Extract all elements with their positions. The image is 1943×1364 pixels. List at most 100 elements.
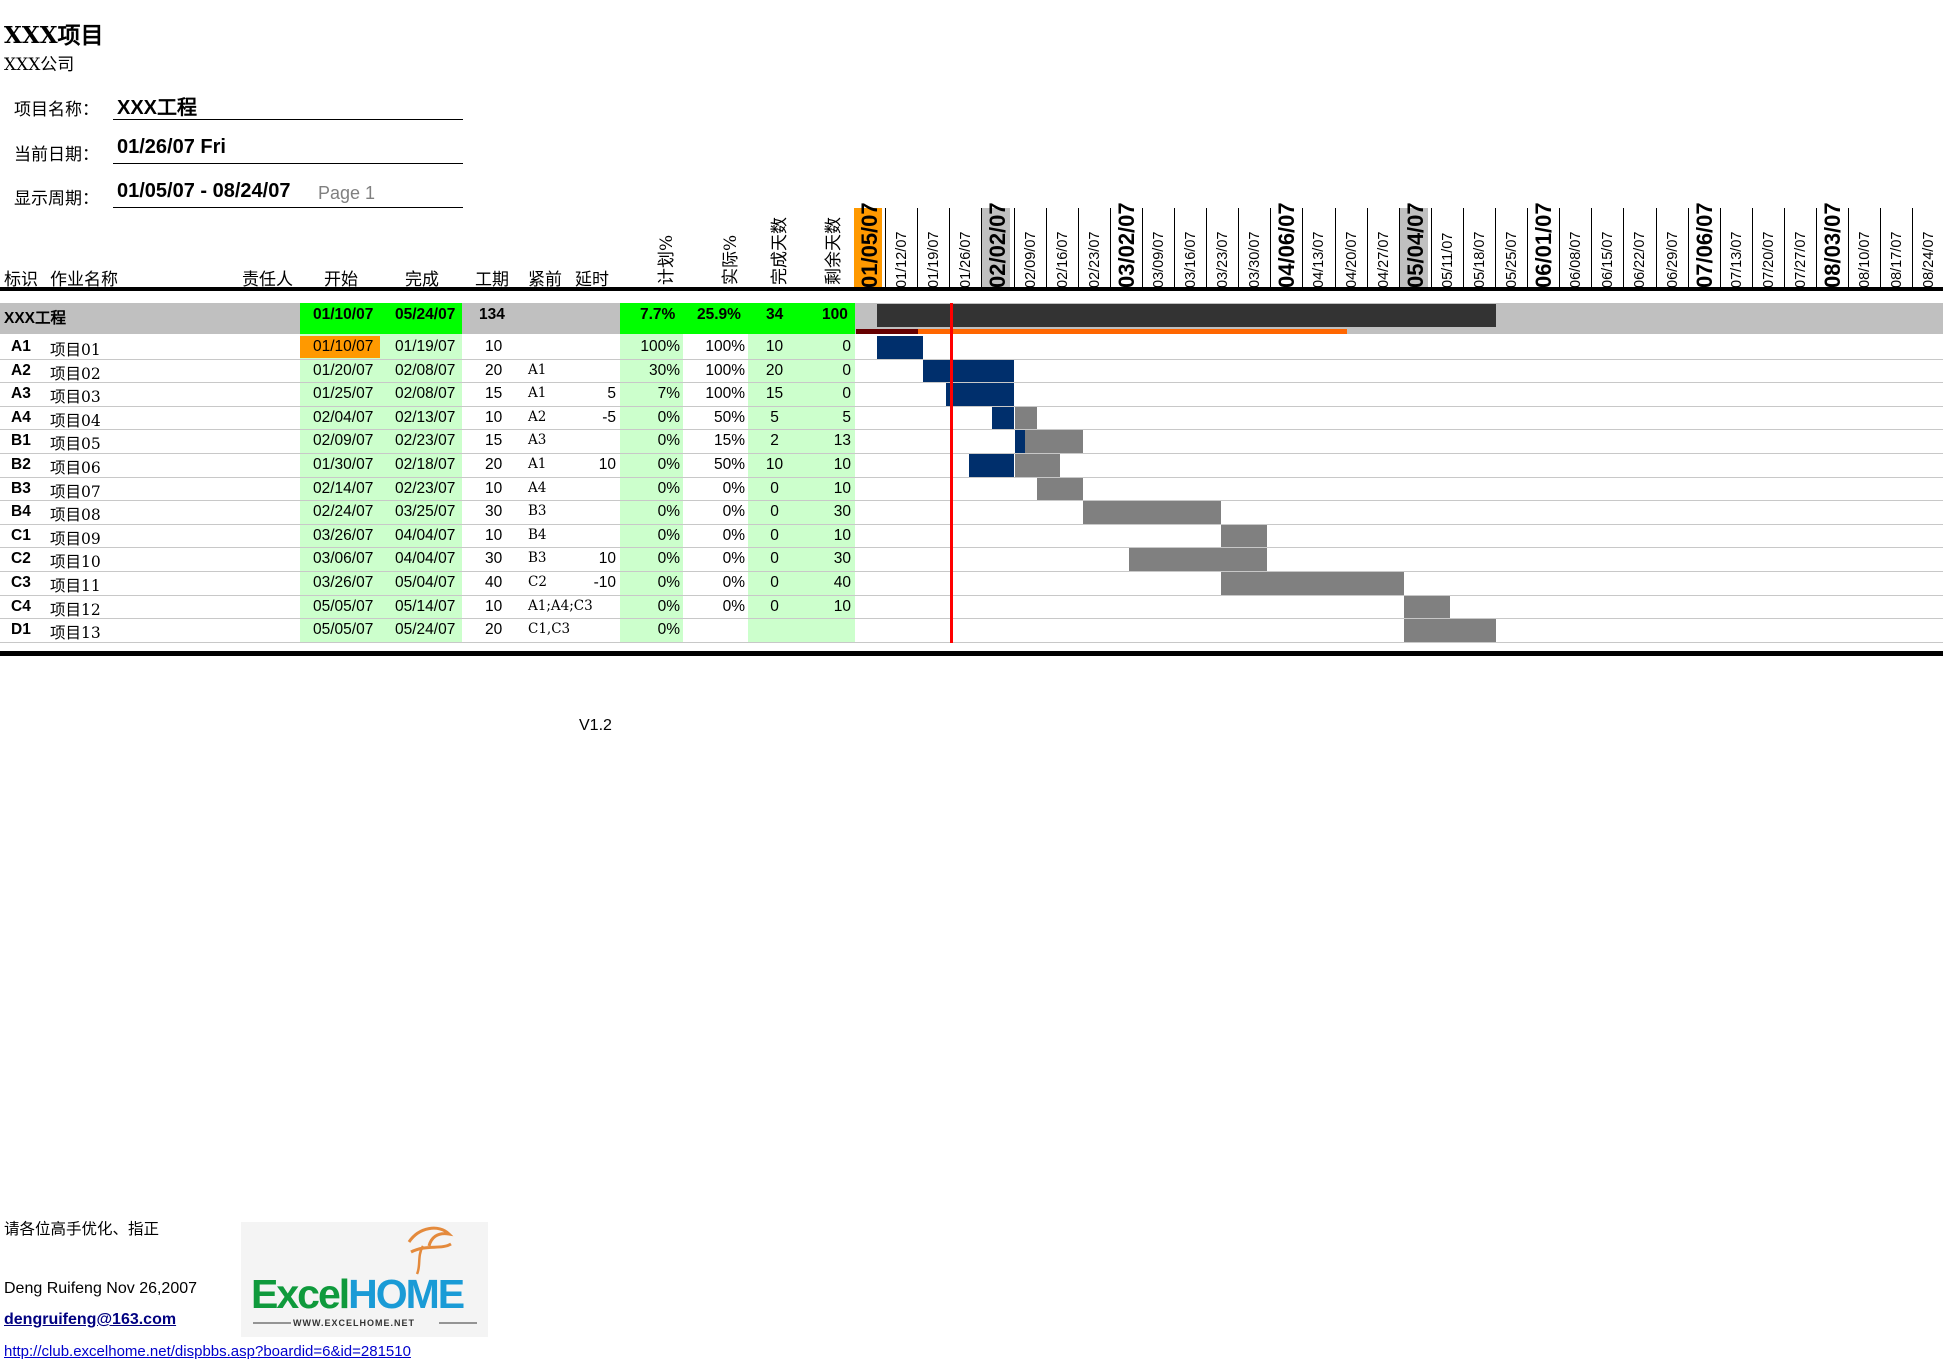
week-date-label: 03/23/07 (1215, 231, 1232, 288)
task-plan-pct: 0% (657, 503, 680, 521)
task-duration: 10 (485, 526, 503, 544)
summary-actual-pct: 25.9% (697, 306, 741, 323)
period-value[interactable]: 01/05/07 - 08/24/07 (117, 180, 291, 202)
page-indicator: Page 1 (318, 183, 376, 203)
task-start: 01/20/07 (313, 361, 374, 379)
week-divider (1719, 208, 1721, 288)
week-divider (885, 208, 887, 288)
task-duration: 20 (485, 456, 503, 473)
week-divider (1848, 208, 1850, 288)
task-remain-days: 0 (842, 385, 851, 403)
task-actual-pct: 0% (722, 574, 745, 591)
week-date-label: 04/13/07 (1311, 231, 1328, 288)
period-underline (113, 207, 463, 208)
task-finish: 04/04/07 (395, 526, 456, 544)
week-date-label: 06/01/07 (1531, 202, 1557, 288)
col-duration: 工期 (475, 270, 509, 290)
task-start: 01/25/07 (313, 385, 374, 403)
week-divider (1302, 208, 1304, 288)
table-row[interactable] (0, 619, 1943, 643)
footer-email-link[interactable]: dengruifeng@163.com (4, 1311, 177, 1328)
task-pred: C1,C3 (528, 621, 571, 638)
summary-finish: 05/24/07 (395, 306, 456, 323)
col-id: 标识 (4, 270, 38, 290)
table-row[interactable] (0, 596, 1943, 620)
summary-plan-line (855, 329, 918, 334)
task-done-days: 0 (770, 479, 779, 497)
task-actual-pct: 100% (705, 385, 745, 403)
task-done-days: 10 (765, 456, 784, 473)
week-divider (1527, 208, 1529, 288)
week-date-label: 03/16/07 (1183, 231, 1199, 288)
task-id: C3 (11, 574, 31, 591)
summary-duration: 134 (479, 306, 505, 323)
task-name: 项目06 (50, 459, 101, 477)
week-divider (1751, 208, 1753, 288)
summary-start: 01/10/07 (313, 306, 374, 323)
week-date-label: 01/26/07 (958, 231, 975, 288)
task-id: A2 (11, 361, 31, 379)
logo-subtext: WWW.EXCELHOME.NET (293, 1318, 415, 1328)
week-divider (1655, 208, 1657, 288)
company-name: XXX公司 (4, 55, 75, 75)
week-date-label: 05/11/07 (1439, 232, 1456, 288)
week-date-label: 08/17/07 (1889, 231, 1906, 288)
col-start: 开始 (324, 270, 358, 290)
task-pred: A3 (528, 432, 547, 449)
task-remain-days: 30 (833, 550, 851, 568)
task-actual-pct: 100% (705, 338, 745, 355)
task-plan-pct: 0% (657, 456, 680, 473)
gantt-remain-bar (1037, 477, 1084, 501)
table-row[interactable] (0, 430, 1943, 454)
week-date-label: 06/29/07 (1664, 231, 1681, 288)
table-row[interactable] (0, 336, 1943, 360)
task-plan-pct: 0% (657, 550, 680, 568)
task-actual-pct: 0% (722, 526, 745, 544)
week-divider (1559, 208, 1561, 288)
task-actual-pct: 0% (722, 550, 745, 568)
table-row[interactable] (0, 478, 1943, 502)
table-row[interactable] (0, 407, 1943, 431)
project-label: 项目名称： (14, 100, 99, 120)
row-divider (0, 571, 1943, 572)
task-pred: A1 (528, 456, 547, 472)
week-divider (1687, 208, 1689, 288)
col-name: 作业名称 (50, 270, 118, 290)
task-duration: 40 (485, 574, 503, 591)
summary-name: XXX工程 (4, 310, 67, 327)
week-date-label: 08/03/07 (1820, 202, 1845, 288)
date-value[interactable]: 01/26/07 Fri (117, 136, 226, 158)
task-start: 02/09/07 (313, 432, 374, 450)
task-pred: B4 (528, 526, 547, 543)
task-pred: B3 (528, 550, 547, 567)
week-date-label: 04/06/07 (1274, 202, 1300, 288)
col-finish: 完成 (405, 270, 439, 290)
week-date-label: 06/22/07 (1632, 231, 1649, 288)
task-id: B2 (11, 456, 31, 473)
task-actual-pct: 50% (713, 456, 745, 473)
task-plan-pct: 0% (657, 526, 680, 544)
task-duration: 10 (485, 479, 503, 497)
table-row[interactable] (0, 525, 1943, 549)
week-date-label: 02/02/07 (985, 202, 1011, 288)
table-row[interactable] (0, 501, 1943, 525)
task-done-days: 0 (770, 597, 779, 615)
task-start: 03/26/07 (313, 526, 374, 544)
task-start: 05/05/07 (313, 597, 374, 615)
week-date-label: 04/20/07 (1343, 231, 1360, 288)
table-row[interactable] (0, 572, 1943, 596)
col-pred: 紧前 (528, 270, 562, 290)
table-row[interactable] (0, 548, 1943, 572)
gantt-remain-bar (1024, 430, 1084, 453)
gantt-remain-bar (1220, 572, 1405, 595)
task-remain-days: 10 (833, 597, 851, 615)
logo-home: HOME (348, 1271, 465, 1317)
task-finish: 04/04/07 (395, 550, 456, 568)
project-value[interactable]: XXX工程 (117, 97, 198, 119)
footer-url-link[interactable]: http://club.excelhome.net/dispbbs.asp?bo… (4, 1343, 411, 1360)
task-name: 项目03 (50, 388, 101, 407)
task-done-days: 0 (770, 550, 779, 568)
week-divider (1238, 208, 1240, 288)
week-date-label: 04/27/07 (1375, 231, 1392, 288)
gantt-done-bar (876, 336, 923, 359)
